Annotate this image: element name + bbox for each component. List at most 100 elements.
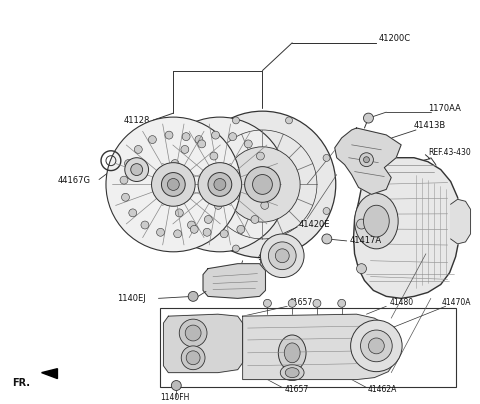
Circle shape	[225, 147, 300, 222]
Circle shape	[264, 168, 272, 176]
Circle shape	[190, 225, 198, 233]
Circle shape	[261, 234, 304, 278]
Circle shape	[220, 230, 228, 238]
Circle shape	[286, 117, 292, 124]
Polygon shape	[243, 314, 394, 380]
Circle shape	[182, 133, 190, 141]
Circle shape	[156, 228, 165, 236]
Circle shape	[208, 173, 232, 196]
Text: 41657: 41657	[288, 298, 312, 307]
Text: 41417B: 41417B	[257, 252, 290, 261]
Circle shape	[181, 145, 189, 154]
Circle shape	[195, 136, 203, 143]
Circle shape	[264, 299, 271, 307]
Circle shape	[261, 202, 269, 209]
Circle shape	[212, 131, 219, 139]
Circle shape	[189, 111, 336, 258]
Circle shape	[322, 234, 332, 244]
Circle shape	[198, 140, 206, 148]
Circle shape	[256, 152, 264, 160]
Circle shape	[171, 381, 181, 390]
Circle shape	[174, 230, 181, 238]
Text: 11703: 11703	[257, 259, 284, 268]
Circle shape	[120, 176, 128, 184]
Text: 1170AA: 1170AA	[428, 104, 461, 113]
Text: 41200C: 41200C	[378, 34, 410, 43]
Bar	[160, 308, 456, 387]
Circle shape	[165, 131, 173, 139]
Circle shape	[245, 166, 280, 202]
Circle shape	[198, 163, 241, 206]
Circle shape	[276, 249, 289, 263]
Ellipse shape	[355, 194, 398, 249]
Circle shape	[129, 209, 137, 217]
Polygon shape	[335, 128, 401, 194]
Circle shape	[210, 152, 218, 160]
Text: 41657: 41657	[284, 385, 309, 394]
Circle shape	[168, 193, 176, 201]
Ellipse shape	[278, 335, 306, 370]
Circle shape	[106, 117, 240, 252]
Circle shape	[167, 176, 175, 184]
Ellipse shape	[285, 368, 299, 378]
Ellipse shape	[280, 365, 304, 381]
Text: 44167G: 44167G	[58, 176, 90, 185]
Circle shape	[131, 164, 143, 176]
Circle shape	[179, 319, 207, 347]
Circle shape	[360, 153, 373, 166]
Circle shape	[141, 221, 149, 229]
Polygon shape	[354, 158, 460, 298]
Circle shape	[124, 160, 132, 168]
Circle shape	[161, 173, 185, 196]
Polygon shape	[451, 199, 470, 244]
Circle shape	[168, 179, 179, 190]
Polygon shape	[163, 314, 243, 372]
Circle shape	[313, 299, 321, 307]
Circle shape	[195, 154, 202, 161]
Circle shape	[219, 185, 227, 193]
Text: 41128: 41128	[124, 116, 150, 124]
Circle shape	[237, 225, 245, 233]
Circle shape	[217, 168, 225, 176]
Polygon shape	[203, 264, 265, 298]
Circle shape	[186, 351, 200, 365]
Circle shape	[357, 264, 366, 274]
Circle shape	[203, 228, 211, 236]
Circle shape	[357, 175, 366, 185]
Text: 41470A: 41470A	[442, 298, 471, 307]
Circle shape	[121, 193, 130, 201]
Text: 41417A: 41417A	[349, 236, 382, 245]
Circle shape	[323, 154, 330, 161]
Circle shape	[244, 140, 252, 148]
Circle shape	[171, 160, 179, 168]
Text: 41112: 41112	[124, 143, 150, 152]
Circle shape	[286, 245, 292, 252]
Text: FR.: FR.	[12, 378, 30, 387]
Circle shape	[323, 208, 330, 215]
Circle shape	[252, 175, 272, 194]
Circle shape	[134, 145, 142, 154]
Text: 41413B: 41413B	[414, 120, 446, 130]
Circle shape	[214, 202, 222, 209]
Text: 1140EJ: 1140EJ	[117, 294, 145, 303]
Circle shape	[185, 325, 201, 341]
Circle shape	[153, 117, 287, 252]
Circle shape	[125, 158, 149, 181]
Circle shape	[251, 215, 259, 223]
Circle shape	[181, 346, 205, 370]
Text: REF.43-430: REF.43-430	[428, 148, 470, 157]
Ellipse shape	[284, 343, 300, 363]
Circle shape	[214, 179, 226, 190]
Circle shape	[288, 299, 296, 307]
Circle shape	[204, 215, 212, 223]
Circle shape	[360, 330, 392, 362]
Circle shape	[232, 117, 240, 124]
Circle shape	[148, 136, 156, 143]
Circle shape	[338, 299, 346, 307]
Circle shape	[265, 185, 273, 193]
Polygon shape	[42, 369, 58, 379]
Circle shape	[268, 242, 296, 269]
Text: 41420E: 41420E	[299, 219, 331, 229]
Circle shape	[350, 320, 402, 372]
Ellipse shape	[363, 205, 389, 237]
